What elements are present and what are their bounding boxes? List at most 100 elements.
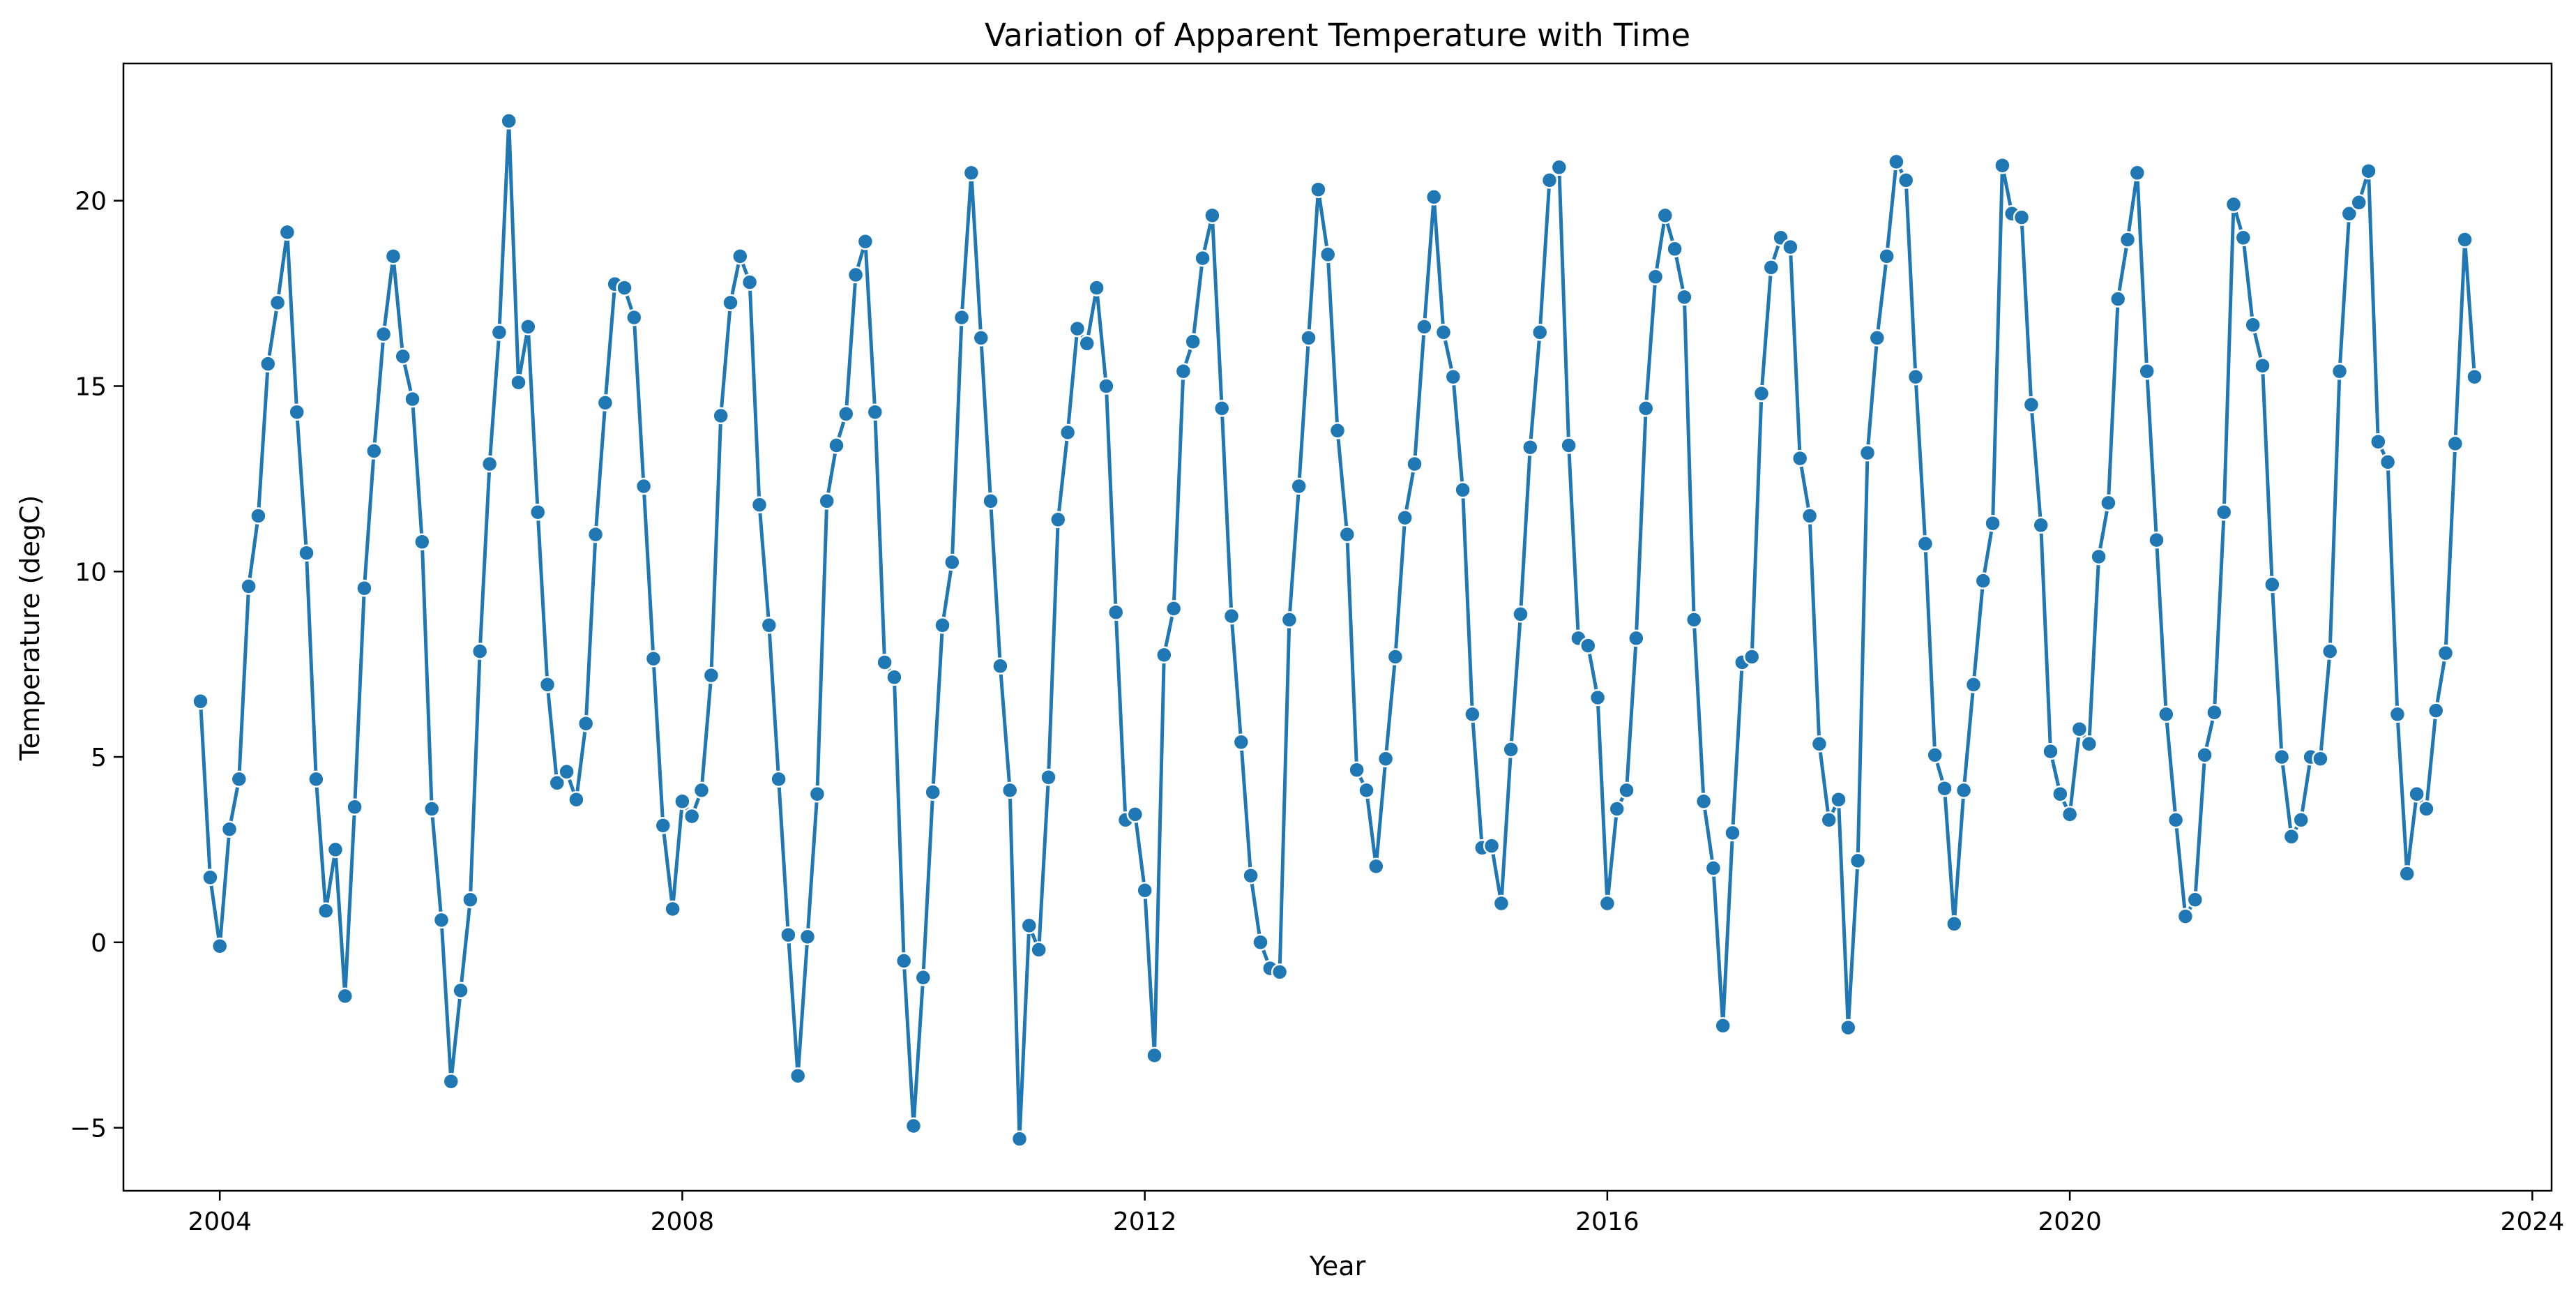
data-point: [972, 329, 990, 347]
data-point: [838, 405, 855, 423]
plot-area: [192, 112, 2483, 1148]
data-point: [317, 902, 335, 919]
data-point: [1232, 733, 1250, 751]
data-point: [529, 503, 547, 521]
data-point: [1608, 800, 1626, 818]
x-tick-label: 2016: [1575, 1208, 1639, 1236]
data-point: [365, 442, 383, 460]
data-point: [1290, 477, 1308, 495]
y-axis-label: Temperature (degC): [15, 495, 45, 762]
data-point: [1098, 377, 1115, 395]
data-point: [750, 496, 768, 513]
data-point: [1213, 400, 1231, 417]
data-point: [308, 770, 325, 788]
data-point: [914, 969, 932, 986]
data-point: [1492, 894, 1510, 912]
data-point: [568, 790, 585, 809]
data-point: [423, 800, 441, 818]
data-point: [904, 1117, 923, 1135]
data-point: [1646, 268, 1665, 285]
data-point: [1078, 335, 1096, 352]
data-point: [1676, 288, 1693, 306]
data-point: [895, 952, 913, 970]
data-point: [577, 714, 595, 732]
data-point: [2312, 750, 2329, 767]
data-point: [992, 657, 1009, 675]
data-point: [356, 579, 373, 597]
data-point: [1916, 535, 1934, 552]
data-point: [2273, 748, 2291, 766]
data-point: [847, 266, 865, 284]
data-point: [326, 841, 344, 859]
data-point: [2292, 811, 2310, 829]
data-point: [760, 617, 778, 634]
data-point: [798, 928, 817, 946]
data-point: [1946, 915, 1963, 933]
data-point: [2109, 290, 2127, 308]
data-point: [240, 578, 257, 595]
data-point: [692, 781, 711, 799]
data-point: [1888, 153, 1905, 171]
data-point: [2321, 642, 2339, 660]
data-point: [1936, 779, 1953, 797]
data-point: [2022, 396, 2040, 414]
data-point: [1926, 746, 1944, 764]
data-point: [1416, 318, 1433, 336]
data-point: [278, 223, 296, 241]
data-point: [664, 900, 681, 918]
data-point: [1396, 509, 1414, 527]
data-point: [2331, 362, 2349, 380]
data-point: [1994, 156, 2011, 174]
data-point: [780, 926, 797, 944]
data-point: [1849, 852, 1867, 870]
data-point: [2418, 800, 2435, 818]
data-point: [2013, 209, 2031, 226]
data-point: [2350, 194, 2367, 211]
x-tick-label: 2024: [2501, 1208, 2565, 1236]
data-point: [1107, 603, 1125, 621]
data-point: [1136, 882, 1153, 899]
data-point: [1020, 917, 1038, 935]
data-point: [616, 279, 633, 296]
data-point: [1444, 368, 1462, 386]
data-point: [1271, 963, 1289, 981]
data-point: [442, 1072, 460, 1090]
data-point: [2466, 368, 2483, 386]
data-point: [2215, 503, 2233, 521]
data-point: [1068, 319, 1086, 338]
plot-frame: [122, 62, 2553, 1192]
data-point: [2070, 720, 2089, 738]
data-point: [471, 642, 489, 660]
data-point: [1830, 790, 1847, 809]
data-point: [644, 649, 662, 668]
data-point: [1194, 249, 1211, 267]
data-point: [674, 792, 691, 811]
data-point: [2080, 735, 2098, 753]
data-point: [2167, 811, 2185, 829]
y-tick-label: 10: [75, 558, 107, 587]
data-point: [2244, 316, 2261, 334]
data-point: [1483, 837, 1501, 855]
data-point: [1714, 1017, 1732, 1035]
data-point: [770, 770, 787, 788]
data-point: [1300, 329, 1317, 347]
data-point: [2090, 548, 2107, 566]
data-point: [924, 783, 941, 801]
data-point: [586, 525, 605, 543]
data-point: [1782, 238, 1799, 256]
data-point: [1328, 422, 1347, 439]
data-point: [384, 248, 402, 265]
data-point: [510, 373, 527, 391]
data-point: [2128, 164, 2146, 182]
x-tick-label: 2004: [188, 1208, 252, 1236]
data-point: [192, 693, 209, 710]
data-point: [2340, 205, 2358, 223]
x-axis-label: Year: [1309, 1251, 1366, 1281]
data-point: [1560, 437, 1577, 454]
data-point: [1964, 676, 1983, 693]
data-point: [654, 817, 672, 834]
data-point: [2148, 531, 2165, 549]
x-tick-label: 2008: [651, 1208, 715, 1236]
data-point: [2427, 702, 2445, 719]
data-point: [1310, 181, 1327, 198]
